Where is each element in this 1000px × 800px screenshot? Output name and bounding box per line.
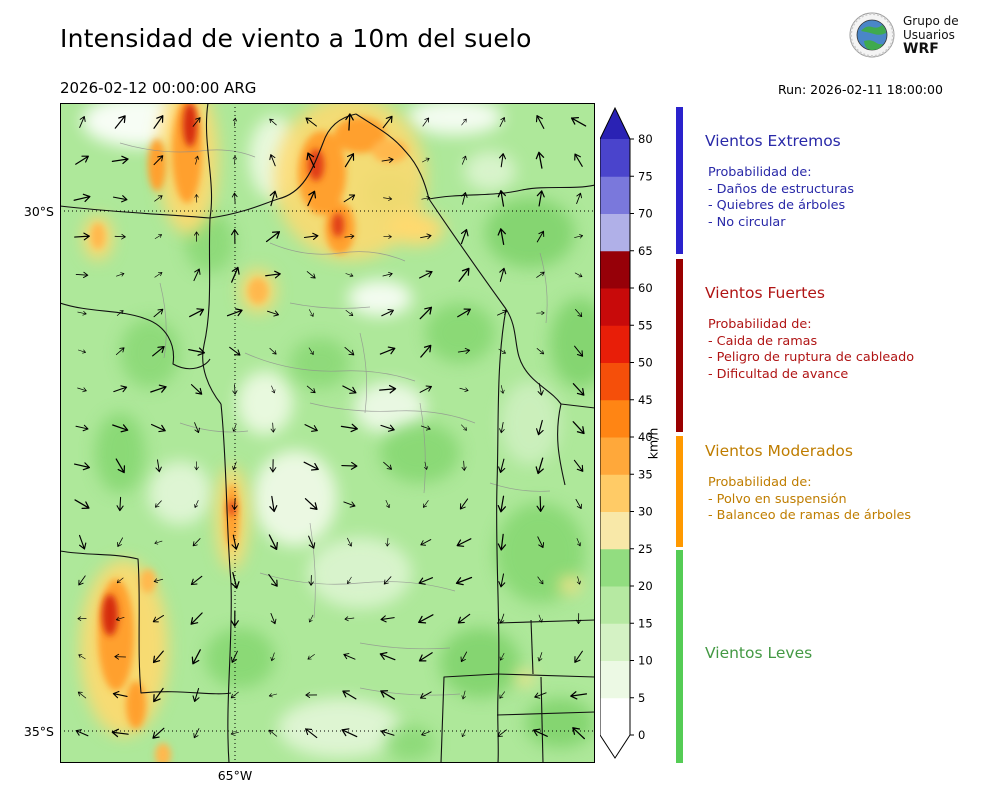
- svg-text:70: 70: [638, 207, 653, 221]
- globe-icon: [849, 12, 895, 58]
- svg-text:75: 75: [638, 169, 653, 183]
- svg-text:30: 30: [638, 505, 653, 519]
- svg-text:45: 45: [638, 393, 653, 407]
- svg-text:20: 20: [638, 579, 653, 593]
- legend-title-fuertes: Vientos Fuertes: [705, 284, 825, 302]
- svg-text:55: 55: [638, 318, 653, 332]
- logo-line-1: Grupo de: [903, 14, 959, 28]
- legend-bar-fuertes: [676, 259, 683, 432]
- extreme-wind-cores: [102, 103, 344, 636]
- legend-prob-label: Probabilidad de:: [708, 317, 812, 332]
- legend-body-fuertes: Probabilidad de: - Caida de ramas - Peli…: [708, 317, 914, 383]
- svg-text:60: 60: [638, 281, 653, 295]
- legend-title-moderados: Vientos Moderados: [705, 442, 853, 460]
- legend-body-moderados: Probabilidad de: - Polvo en suspensión -…: [708, 475, 911, 525]
- lat-label-30s: 30°S: [23, 204, 54, 219]
- legend-item: - Peligro de ruptura de cableado: [708, 350, 915, 365]
- page-title: Intensidad de viento a 10m del suelo: [60, 24, 532, 53]
- legend-item: - Polvo en suspensión: [708, 491, 847, 507]
- department-boundaries: [119, 142, 551, 696]
- colorbar: 0 5 10 15 20 25 30 35 40 45 50 55 60 65 70 75 80: [600, 106, 653, 759]
- wind-map-canvas: [59, 82, 610, 767]
- svg-text:65: 65: [638, 244, 653, 258]
- legend-title-extremos: Vientos Extremos: [705, 132, 841, 150]
- legend-bar-leves: [676, 550, 683, 763]
- legend-item: - Caida de ramas: [708, 333, 818, 349]
- svg-text:50: 50: [638, 356, 653, 370]
- province-boundaries: [59, 102, 596, 764]
- svg-text:0: 0: [638, 728, 645, 742]
- svg-text:15: 15: [638, 616, 653, 630]
- legend-title-leves: Vientos Leves: [705, 644, 813, 662]
- svg-text:40: 40: [638, 430, 653, 444]
- legend-prob-label: Probabilidad de:: [708, 475, 812, 490]
- wind-arrows-layer: [73, 113, 588, 740]
- colorbar-unit-label: km/h: [645, 427, 661, 460]
- run-label: Run: 2026-02-11 18:00:00: [778, 82, 943, 97]
- legend-item: - Dificultad de avance: [708, 366, 849, 382]
- wind-legend: Vientos Extremos Probabilidad de: - Daño…: [675, 103, 1000, 800]
- logo-line-3: WRF: [903, 41, 939, 57]
- svg-text:80: 80: [638, 132, 653, 146]
- wrf-logo: Grupo de Usuarios WRF: [849, 12, 959, 58]
- svg-text:35: 35: [638, 467, 653, 481]
- map-border: [60, 103, 595, 763]
- legend-item: - No circular: [708, 214, 786, 230]
- logo-line-2: Usuarios: [903, 28, 955, 42]
- lon-label-65w: 65°W: [217, 768, 253, 783]
- svg-text:25: 25: [638, 542, 653, 556]
- legend-body-extremos: Probabilidad de: - Daños de estructuras …: [708, 165, 854, 231]
- legend-bar-moderados: [676, 436, 683, 547]
- lat-label-35s: 35°S: [23, 724, 54, 739]
- legend-item: - Daños de estructuras: [708, 181, 854, 197]
- legend-item: - Quiebres de árboles: [708, 198, 846, 213]
- legend-bar-extremos: [676, 107, 683, 254]
- legend-item: - Balanceo de ramas de árboles: [708, 508, 912, 523]
- wind-map: [59, 82, 610, 767]
- svg-text:5: 5: [638, 691, 645, 705]
- valid-datetime: 2026-02-12 00:00:00 ARG: [60, 79, 257, 97]
- svg-text:10: 10: [638, 654, 653, 668]
- legend-prob-label: Probabilidad de:: [708, 165, 812, 180]
